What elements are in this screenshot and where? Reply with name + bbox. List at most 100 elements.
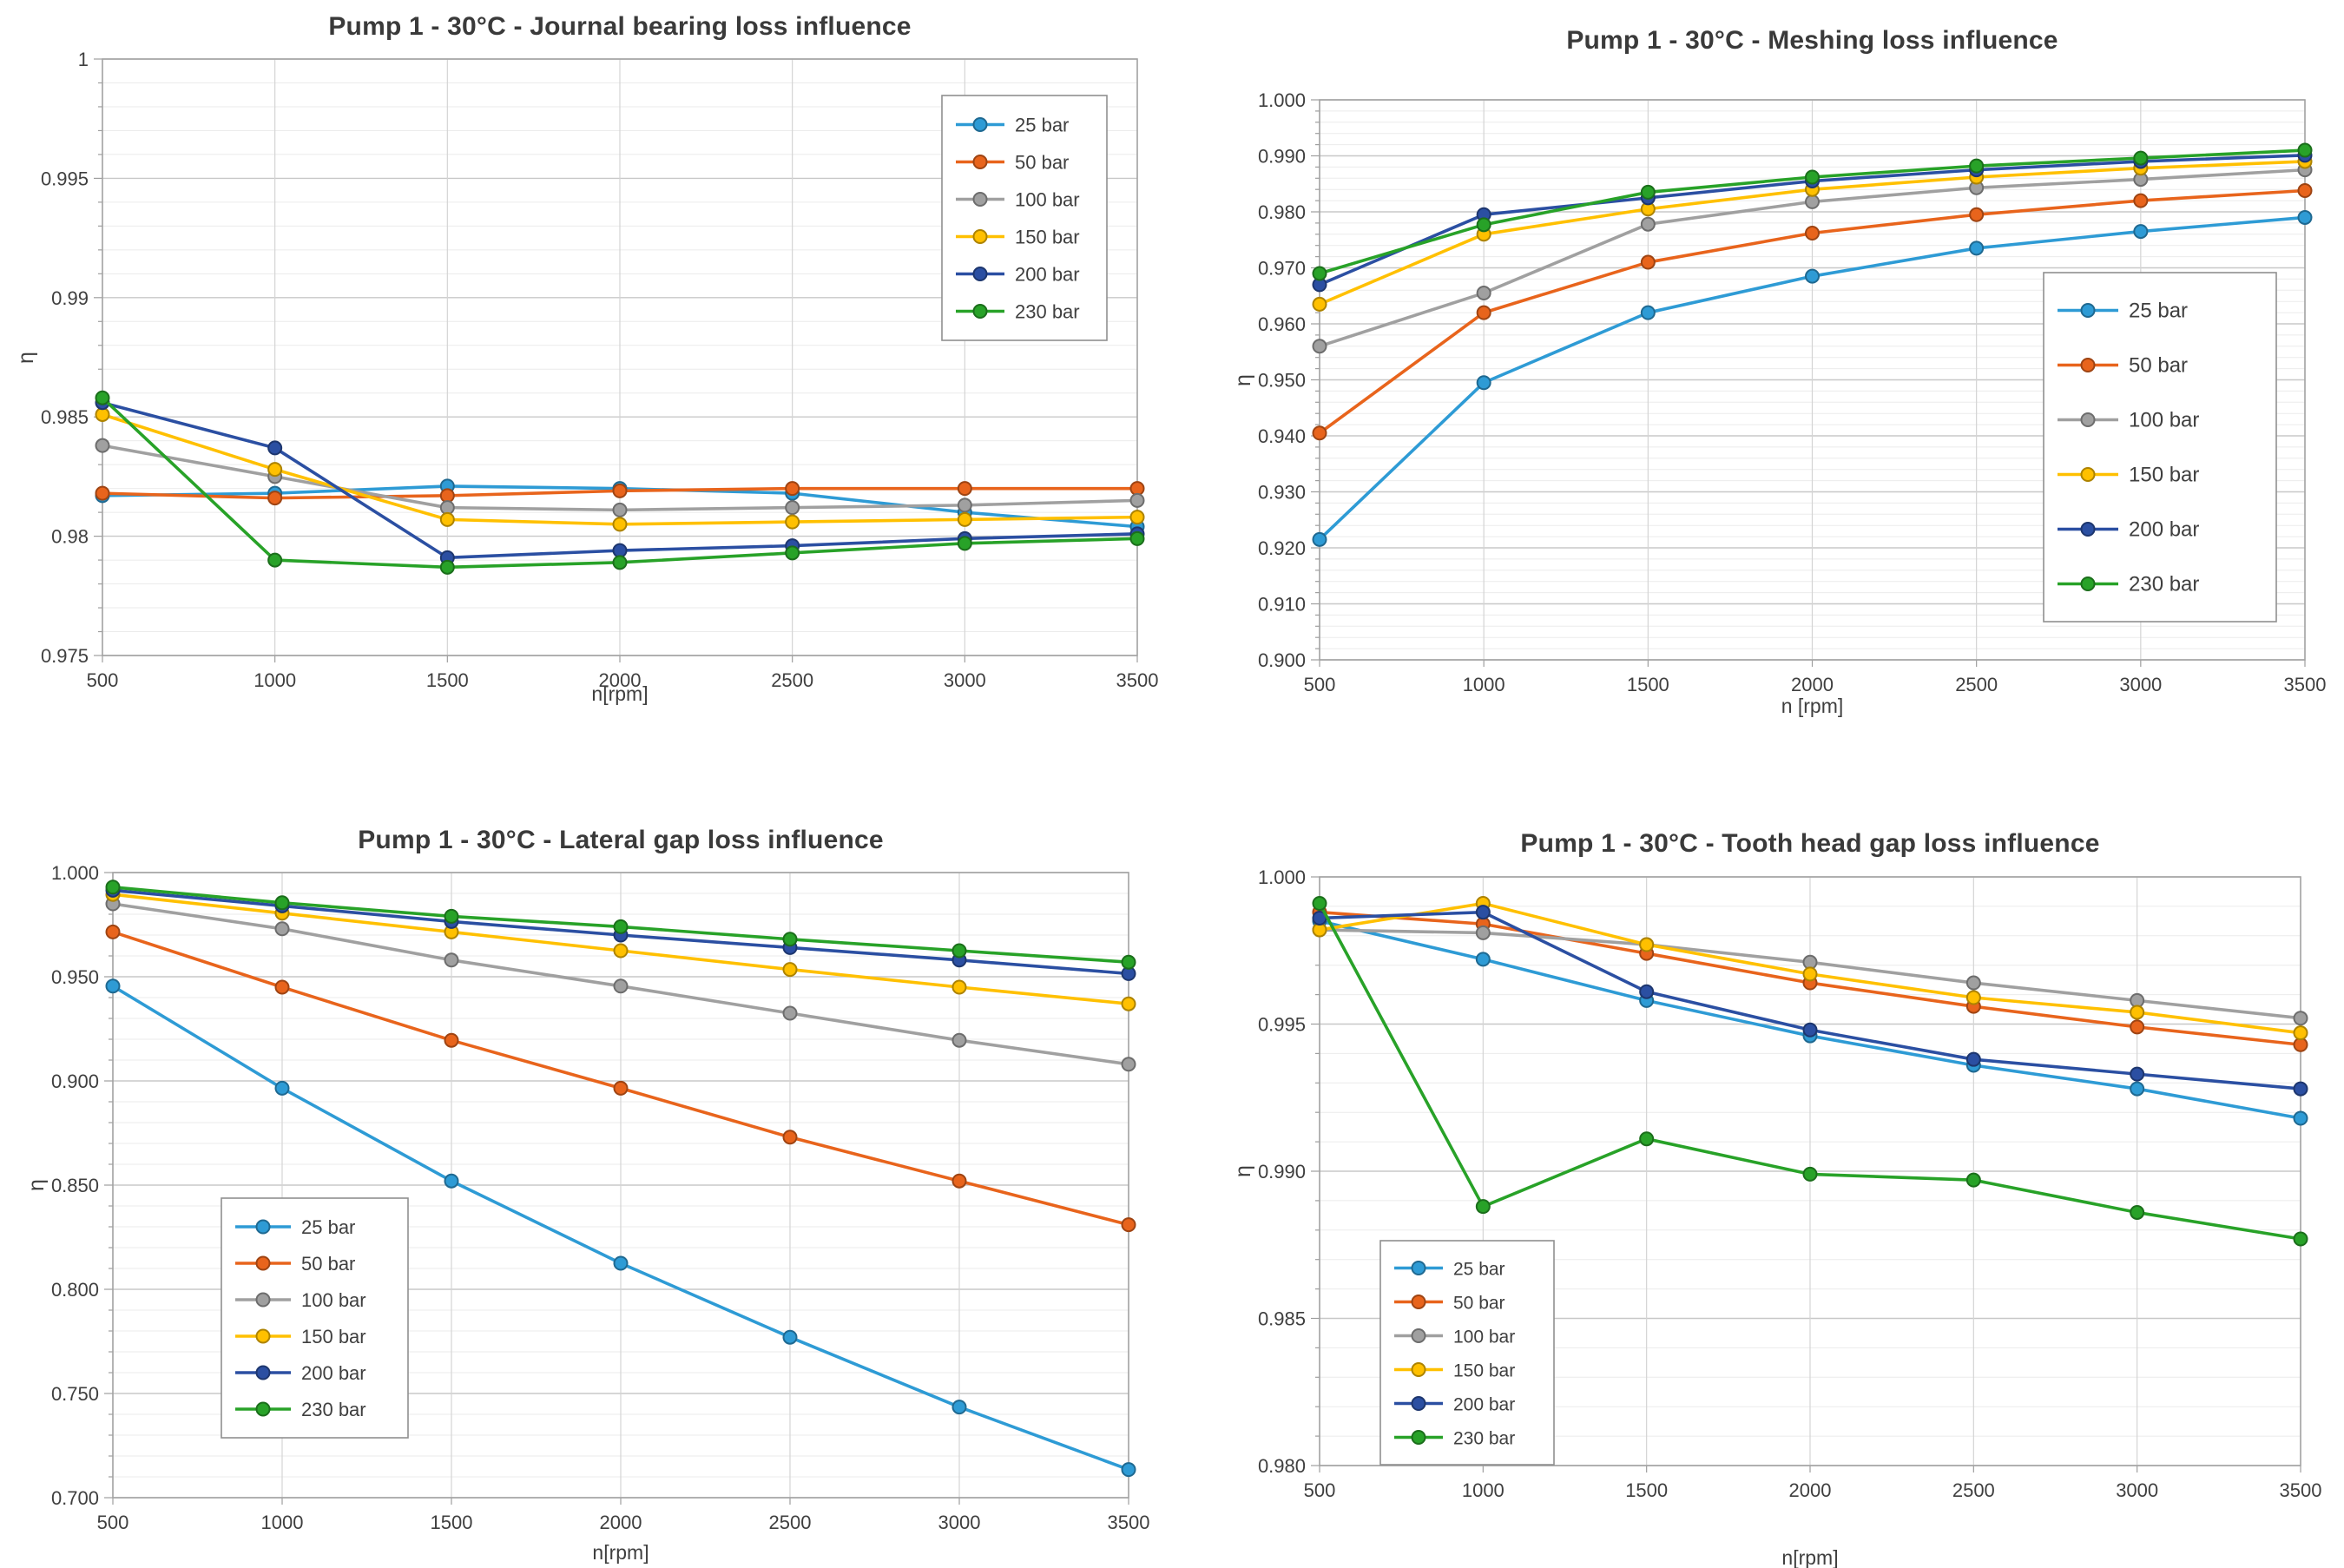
legend-item-150-bar: 150 bar (2058, 464, 2199, 487)
x-tick-label: 1000 (1463, 674, 1505, 695)
legend-swatch-marker (2080, 522, 2096, 537)
data-point-marker (1475, 905, 1491, 920)
legend-label: 150 bar (1015, 227, 1080, 248)
legend: 25 bar 50 bar 100 bar 150 bar 200 bar 230 bar (2043, 272, 2277, 623)
y-tick-label: 0.990 (1258, 146, 1306, 168)
y-tick-labels: 1.000 0.990 0.980 0.970 0.960 0.950 0.940 0.930… (1258, 89, 1306, 671)
data-point-marker (267, 440, 283, 456)
y-tick-label: 0.900 (1258, 649, 1306, 671)
x-tick-label: 1500 (1625, 1479, 1668, 1501)
data-point-marker (951, 1032, 967, 1048)
legend-swatch-marker (255, 1328, 271, 1344)
series-50-bar (1312, 182, 2313, 441)
series-230-bar (1312, 896, 2308, 1247)
data-point-marker (1640, 216, 1656, 232)
y-tick-label: 1.000 (1258, 866, 1306, 888)
plot-area-meshing: 1.000 0.990 0.980 0.970 0.960 0.950 0.940 0.930… (1258, 89, 2327, 695)
data-point-marker (1965, 990, 1981, 1005)
x-tick-label: 3000 (2119, 674, 2162, 695)
legend-item-230-bar: 230 bar (235, 1399, 366, 1420)
data-point-marker (2130, 1204, 2145, 1220)
legend-swatch-marker (1411, 1295, 1426, 1309)
legend-item-25-bar: 25 bar (956, 115, 1069, 136)
data-point-marker (1121, 1462, 1136, 1478)
legend: 25 bar 50 bar 100 bar 150 bar 200 bar 230 bar (941, 95, 1108, 341)
data-point-marker (2293, 1025, 2308, 1041)
legend-item-200-bar: 200 bar (2058, 518, 2199, 542)
data-point-marker (1312, 296, 1327, 312)
legend-item-100-bar: 100 bar (2058, 409, 2199, 432)
data-point-marker (1476, 286, 1491, 301)
data-point-marker (1965, 1051, 1981, 1067)
y-tick-label: 0.995 (1258, 1014, 1306, 1036)
y-tick-label: 0.700 (51, 1487, 99, 1509)
x-tick-label: 500 (1304, 674, 1336, 695)
data-point-marker (1965, 1172, 1981, 1188)
data-point-marker (785, 500, 800, 516)
data-point-marker (444, 908, 459, 924)
legend-swatch-marker (972, 304, 988, 319)
legend-swatch-marker (972, 192, 988, 207)
data-point-marker (1121, 996, 1136, 1011)
legend-label: 200 bar (2129, 518, 2199, 542)
legend-item-230-bar: 230 bar (956, 301, 1080, 323)
x-tick-label: 3000 (2116, 1479, 2158, 1501)
y-axis-label: η (24, 1179, 49, 1191)
data-point-marker (957, 511, 972, 527)
data-point-marker (782, 1005, 798, 1021)
y-tick-label: 0.750 (51, 1383, 99, 1405)
y-tick-label: 0.910 (1258, 594, 1306, 616)
legend-label: 100 bar (1453, 1328, 1515, 1347)
legend-box (1379, 1240, 1555, 1466)
y-tick-label: 0.99 (51, 287, 89, 309)
y-tick-label: 1.000 (51, 862, 99, 884)
data-point-marker (1640, 184, 1656, 200)
y-tick-label: 0.940 (1258, 425, 1306, 447)
y-axis-label: η (1231, 373, 1255, 386)
x-tick-label: 3000 (944, 669, 986, 691)
data-point-marker (1312, 266, 1327, 281)
data-point-marker (785, 481, 800, 497)
legend-swatch-marker (255, 1401, 271, 1417)
data-point-marker (1121, 1057, 1136, 1072)
data-point-marker (274, 979, 290, 995)
y-tick-label: 1 (78, 49, 89, 70)
y-tick-label: 0.950 (1258, 370, 1306, 392)
x-tick-label: 3000 (938, 1512, 981, 1533)
y-tick-label: 0.990 (1258, 1161, 1306, 1183)
series-25-bar (1312, 209, 2313, 547)
plot-area-lateral-gap: 1.000 0.950 0.900 0.850 0.800 0.750 0.700 500 10… (51, 862, 1150, 1533)
data-point-marker (782, 962, 798, 978)
legend-swatch-marker (972, 229, 988, 244)
x-tick-label: 500 (97, 1512, 129, 1533)
legend: 25 bar 50 bar 100 bar 150 bar 200 bar 230 bar (1379, 1240, 1555, 1466)
y-tick-label: 0.980 (1258, 201, 1306, 223)
data-point-marker (267, 552, 283, 568)
data-point-marker (1969, 158, 1985, 174)
data-point-marker (1639, 937, 1655, 952)
data-point-marker (274, 1080, 290, 1096)
x-tick-labels: 500 1000 1500 2000 2500 3000 3500 (97, 1512, 1150, 1533)
data-point-marker (2297, 209, 2313, 225)
legend-item-150-bar: 150 bar (1394, 1361, 1515, 1381)
chart-title: Pump 1 - 30°C - Tooth head gap loss infl… (1520, 829, 2100, 858)
data-point-marker (1476, 217, 1491, 233)
legend-swatch-marker (1411, 1362, 1426, 1377)
data-point-marker (1312, 531, 1327, 547)
data-point-marker (785, 545, 800, 561)
legend-box (941, 95, 1108, 341)
legend: 25 bar 50 bar 100 bar 150 bar 200 bar 230 bar (221, 1197, 409, 1439)
series-150-bar (95, 406, 1145, 532)
data-point-marker (1476, 305, 1491, 320)
y-tick-label: 0.98 (51, 526, 89, 548)
x-tick-labels: 500 1000 1500 2000 2500 3000 3500 (1304, 674, 2327, 695)
data-point-marker (1805, 226, 1820, 241)
legend-swatch-marker (2080, 358, 2096, 372)
data-point-marker (1129, 510, 1145, 525)
series-25-bar (105, 978, 1136, 1478)
data-point-marker (612, 483, 628, 498)
x-tick-label: 1500 (426, 669, 469, 691)
legend-item-100-bar: 100 bar (1394, 1328, 1515, 1347)
chart-title: Pump 1 - 30°C - Journal bearing loss inf… (328, 12, 912, 41)
data-point-marker (95, 390, 110, 405)
